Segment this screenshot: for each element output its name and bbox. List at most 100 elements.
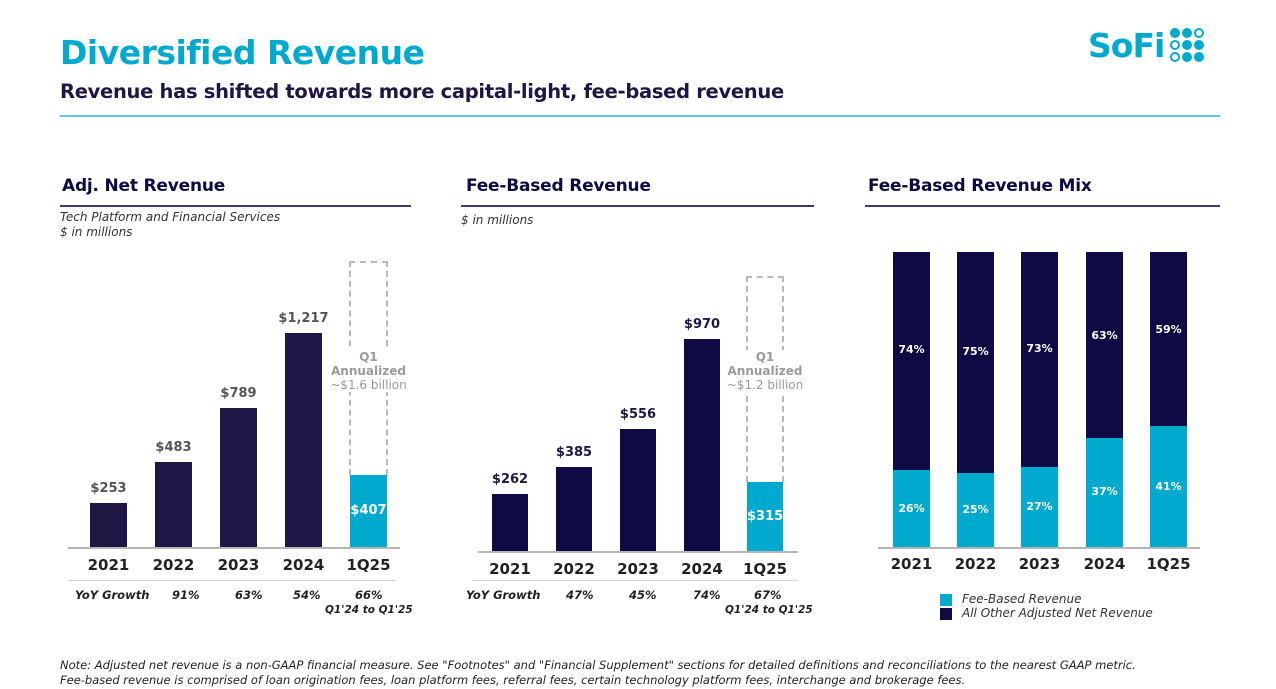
annualized-annotation-line-2: Annualized: [727, 364, 803, 378]
fee-growth-divider: [472, 580, 798, 581]
adj-yoy-period-note: Q1'24 to Q1'25: [325, 604, 413, 616]
page-subtitle: Revenue has shifted towards more capital…: [60, 80, 784, 103]
bar-2021: [492, 493, 528, 551]
bar-fee-2021: [893, 470, 930, 547]
bar-2023: [620, 429, 656, 551]
fee-yoy-1q25: 67%: [754, 588, 782, 602]
fee-panel-divider: [461, 205, 814, 207]
bar-value-label-1q25: $315: [747, 508, 784, 524]
bar-value-label-2022: $385: [555, 444, 593, 460]
bar-fee-2023: [1021, 467, 1058, 547]
adj-x-axis: [68, 547, 400, 549]
adj-yoy-2022: 91%: [172, 588, 200, 602]
bar-2023: [220, 408, 257, 547]
annualized-annotation-line-2: Annualized: [331, 364, 406, 378]
footnote-line-2: Fee-based revenue is comprised of loan o…: [60, 673, 966, 687]
x-tick-label-2021: 2021: [87, 556, 130, 574]
adj-yoy-label: YoY Growth: [75, 588, 150, 602]
annualized-annotation: Q1 Annualized ~$1.6 billion: [323, 350, 414, 392]
fee-based-revenue-title: Fee-Based Revenue: [466, 176, 651, 196]
value-label-other-1q25: 59%: [1155, 323, 1182, 337]
annualized-annotation-line-3: ~$1.6 billion: [330, 378, 407, 392]
fee-yoy-2023: 45%: [629, 588, 657, 602]
bar-other-1q25: [1150, 252, 1187, 427]
bar-2022: [556, 466, 592, 551]
bar-value-label-2023: $556: [619, 407, 657, 423]
fee-yoy-period-note: Q1'24 to Q1'25: [725, 604, 813, 616]
bar-2021: [90, 502, 127, 547]
adj-unit-note: Tech Platform and Financial Services $ i…: [60, 210, 280, 240]
x-tick-label-2024: 2024: [681, 560, 723, 578]
annualized-annotation: Q1 Annualized ~$1.2 billion: [720, 350, 810, 392]
value-label-fee-1q25: 41%: [1155, 479, 1182, 493]
x-tick-label-1q25: 1Q25: [346, 556, 391, 574]
value-label-other-2024: 63%: [1091, 328, 1118, 342]
bar-fee-1q25: [1150, 426, 1187, 547]
bar-fee-2022: [957, 473, 994, 547]
mix-panel-divider: [865, 205, 1220, 207]
adj-unit-line1: Tech Platform and Financial Services: [60, 210, 281, 224]
value-label-fee-2022: 25%: [962, 503, 989, 517]
legend-label-fee-based: Fee-Based Revenue: [962, 592, 1082, 606]
x-tick-label-2022: 2022: [553, 560, 595, 578]
sofi-logo: SoFi: [1088, 25, 1205, 65]
bar-value-label-2022: $483: [155, 440, 192, 456]
annualized-annotation-line-1: Q1: [755, 350, 775, 364]
bar-2022: [155, 462, 192, 547]
x-tick-label-2021: 2021: [890, 555, 933, 573]
x-tick-label-2024: 2024: [1083, 555, 1126, 573]
legend-swatch-other: [940, 608, 952, 620]
adj-unit-line2: $ in millions: [60, 225, 133, 239]
x-tick-label-1q25: 1Q25: [1146, 555, 1191, 573]
fee-yoy-2022: 47%: [566, 588, 594, 602]
fee-yoy-label: YoY Growth: [466, 588, 541, 602]
page-title: Diversified Revenue: [60, 33, 425, 72]
x-tick-label-2021: 2021: [489, 560, 531, 578]
annualized-annotation-line-3: ~$1.2 billion: [726, 378, 804, 392]
bar-other-2021: [893, 252, 930, 471]
bar-1q25: [747, 482, 783, 551]
adj-yoy-2024: 54%: [293, 588, 321, 602]
bar-other-2022: [957, 252, 994, 474]
legend-swatch-fee-based: [940, 594, 952, 606]
bar-value-label-2023: $789: [220, 386, 257, 402]
bar-value-label-2021: $262: [491, 471, 529, 487]
value-label-other-2023: 73%: [1026, 341, 1053, 355]
x-tick-label-2022: 2022: [954, 555, 997, 573]
x-tick-label-2023: 2023: [617, 560, 659, 578]
value-label-fee-2021: 26%: [898, 501, 925, 515]
footnote-line-1: Note: Adjusted net revenue is a non-GAAP…: [60, 658, 1136, 672]
value-label-fee-2023: 27%: [1026, 500, 1053, 514]
x-tick-label-2024: 2024: [282, 556, 325, 574]
bar-value-label-1q25: $407: [350, 503, 387, 519]
adj-yoy-1q25: 66%: [355, 588, 383, 602]
fee-unit-note: $ in millions: [461, 213, 534, 227]
x-tick-label-2023: 2023: [1018, 555, 1061, 573]
bar-other-2023: [1021, 252, 1058, 468]
x-tick-label-2022: 2022: [152, 556, 195, 574]
sofi-dots-logo-icon: [1170, 28, 1205, 62]
x-tick-label-2023: 2023: [217, 556, 260, 574]
bar-2024: [285, 333, 322, 547]
bar-2024: [684, 339, 720, 551]
value-label-fee-2024: 37%: [1091, 485, 1118, 499]
bar-other-2024: [1086, 252, 1123, 438]
value-label-other-2022: 75%: [962, 344, 989, 358]
adj-panel-divider: [60, 205, 411, 207]
bar-value-label-2024: $1,217: [278, 311, 329, 326]
fee-based-mix-title: Fee-Based Revenue Mix: [868, 176, 1092, 196]
fee-x-axis: [478, 551, 798, 553]
value-label-other-2021: 74%: [898, 343, 925, 357]
footnote: Note: Adjusted net revenue is a non-GAAP…: [60, 658, 1260, 688]
annualized-annotation-line-1: Q1: [359, 350, 378, 364]
bar-value-label-2024: $970: [683, 317, 721, 332]
bar-value-label-2021: $253: [90, 480, 127, 496]
bar-1q25: [350, 475, 387, 547]
bar-fee-2024: [1086, 437, 1123, 547]
header-divider: [60, 115, 1220, 117]
adj-yoy-2023: 63%: [235, 588, 263, 602]
logo-wordmark: SoFi: [1088, 25, 1165, 65]
adj-growth-divider: [68, 580, 396, 581]
legend-label-other: All Other Adjusted Net Revenue: [962, 606, 1153, 620]
mix-x-axis: [878, 547, 1200, 549]
